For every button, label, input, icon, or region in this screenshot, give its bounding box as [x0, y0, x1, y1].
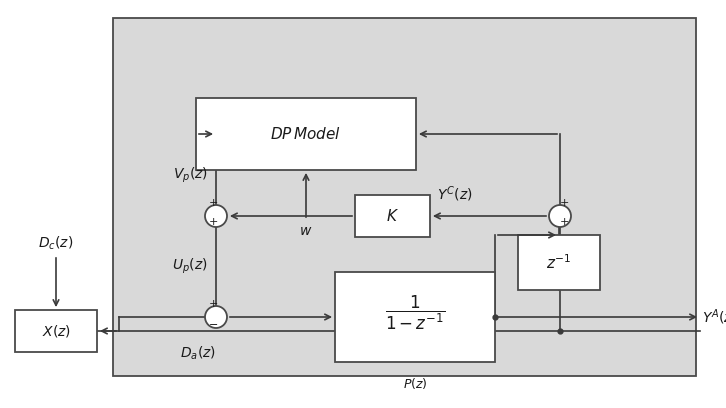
Text: $w$: $w$	[299, 224, 313, 238]
Circle shape	[205, 205, 227, 227]
Circle shape	[205, 306, 227, 328]
Text: +: +	[208, 299, 218, 309]
Bar	[196, 98, 416, 170]
Text: $P(z)$: $P(z)$	[403, 376, 428, 391]
Text: $Y^C(z)$: $Y^C(z)$	[436, 184, 472, 204]
Text: $K$: $K$	[386, 208, 399, 224]
Text: +: +	[559, 198, 568, 208]
Text: +: +	[559, 217, 568, 227]
Circle shape	[549, 205, 571, 227]
Text: $V_p(z)$: $V_p(z)$	[173, 165, 208, 185]
Text: $Y^A(z)$: $Y^A(z)$	[702, 307, 726, 327]
Text: +: +	[208, 217, 218, 227]
Text: $X(z)$: $X(z)$	[41, 323, 70, 339]
Text: $D_c(z)$: $D_c(z)$	[38, 235, 73, 252]
Text: $-$: $-$	[208, 318, 218, 328]
Bar	[518, 235, 600, 290]
Text: $\dfrac{1}{1-z^{-1}}$: $\dfrac{1}{1-z^{-1}}$	[385, 294, 445, 332]
Text: $z^{-1}$: $z^{-1}$	[546, 253, 571, 272]
Text: $D_a(z)$: $D_a(z)$	[180, 345, 216, 362]
Text: $DP\,Model$: $DP\,Model$	[271, 126, 341, 142]
Bar	[335, 272, 495, 362]
Text: +: +	[208, 198, 218, 208]
Bar	[15, 310, 97, 352]
Text: $U_p(z)$: $U_p(z)$	[172, 257, 208, 276]
Bar	[355, 195, 430, 237]
Bar	[113, 18, 696, 376]
